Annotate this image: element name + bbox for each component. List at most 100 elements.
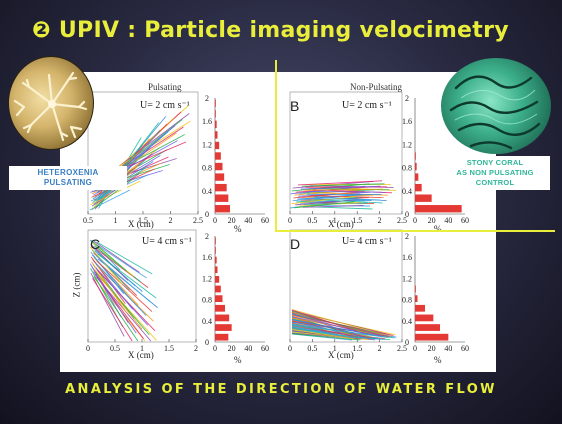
histogram-bar [215,314,230,322]
velocity-vector [291,323,389,339]
x-tick-label-3-0: 0 [288,344,292,353]
x-tick-label-2-2: 1 [140,344,144,353]
velocity-vector [291,319,384,338]
velocity-plots: 0.5 1 1.5 2 2.521.61.20.80.400 20 40 60 0 0.5 1 1.5… [83,91,469,353]
z-tick-label-0-2: 1.2 [202,140,212,149]
velocity-vector [95,243,147,279]
pct-tick-label-2-3: 60 [261,344,269,353]
histogram-bar [215,333,229,341]
histogram-bar [215,183,227,192]
panel-c-letter: C [90,236,101,252]
histogram-bar [415,314,434,322]
panel-d-speed: U= 4 cm s⁻¹ [342,236,392,247]
histogram-bar [215,247,216,254]
highlight-line-vertical [275,60,277,232]
x-tick-label-3-5: 2.5 [397,344,407,353]
velocity-frame-1 [289,91,403,215]
velocity-vector [309,197,381,201]
histogram-bar [215,131,218,139]
histogram-bar [215,173,225,181]
histogram-bar [215,141,220,150]
z-tick-label-2-4: 0.4 [202,317,212,326]
pct-label-b: % [434,224,442,234]
histogram-bar [415,295,418,303]
velocity-vector [310,195,385,199]
z-tick-label-0-3: 0.8 [202,164,212,173]
pct-tick-label-0-3: 60 [261,216,269,225]
highlight-line-horizontal [275,230,555,232]
velocity-vector [291,333,360,341]
velocity-vector [301,183,385,187]
velocity-vector [295,198,359,206]
pct-label-d: % [434,355,442,365]
histogram-bar [215,304,225,312]
velocity-vector [97,253,157,299]
z-tick-label-0-1: 1.6 [202,117,212,126]
velocity-vector [291,195,357,205]
stony-coral-photo [441,58,551,154]
z-tick-label-3-5: 0 [405,338,409,347]
x-tick-label-3-2: 1 [333,344,337,353]
velocity-vector [291,309,382,335]
stony-coral-label-line2: AS NON PULSATING [456,168,534,177]
x-tick-label-1-3: 1.5 [352,216,362,225]
x-tick-label-0-2: 1.5 [138,216,148,225]
slide-title: ❷ UPIV : Particle imaging velocimetry [32,18,509,43]
velocity-vector [92,278,133,342]
velocity-vector [297,180,383,186]
pct-tick-label-3-3: 60 [461,344,469,353]
column-title-pulsating: Pulsating [148,82,182,92]
heteroxenia-coral-photo [8,56,94,150]
x-tick-label-0-1: 1 [114,216,118,225]
stony-coral-label-line3: CONTROL [475,178,515,187]
histogram-bar [415,183,422,192]
z-tick-label-1-0: 2 [405,94,409,103]
x-axis-label-a: X (cm) [128,219,154,229]
x-tick-label-2-3: 1.5 [164,344,174,353]
velocity-vector [291,329,355,340]
velocity-vector [90,180,141,206]
x-tick-label-1-5: 2.5 [397,216,407,225]
z-tick-label-1-4: 0.4 [402,187,412,196]
x-tick-label-0-0: 0.5 [83,216,93,225]
x-tick-label-3-3: 1.5 [352,344,362,353]
z-tick-label-1-2: 1.2 [402,140,412,149]
histogram-bar [415,152,416,160]
z-tick-label-2-5: 0 [205,338,209,347]
velocity-vector [95,262,147,316]
velocity-vector [96,255,151,303]
z-tick-label-2-1: 1.6 [202,253,212,262]
velocity-vector [93,276,139,342]
velocity-vector [294,188,369,196]
pct-tick-label-0-0: 0 [213,216,217,225]
z-tick-label-0-5: 0 [205,210,209,219]
histogram-bar [215,152,221,160]
pct-tick-label-2-2: 40 [244,344,252,353]
z-tick-label-1-5: 0 [405,210,409,219]
velocity-vector [90,272,125,337]
slide-footer: ANALYSIS OF THE DIRECTION OF WATER FLOW [65,382,497,397]
panel-b-letter: B [290,98,300,114]
histogram-bar [215,162,223,171]
histogram-bar [415,324,440,331]
z-tick-label-1-1: 1.6 [402,117,412,126]
pct-tick-label-1-2: 40 [444,216,452,225]
pct-tick-label-1-1: 20 [428,216,436,225]
velocity-vector [302,204,364,208]
x-tick-label-0-4: 2.5 [193,216,203,225]
x-tick-label-2-1: 0.5 [110,344,120,353]
histogram-bar [415,162,417,171]
pct-tick-label-1-0: 0 [413,216,417,225]
histogram-bar [215,295,223,303]
velocity-vector [96,260,153,312]
histogram-bar [215,256,217,264]
histogram-bar [215,194,229,202]
x-tick-label-2-0: 0 [86,344,90,353]
velocity-vector [91,240,127,272]
z-tick-label-3-3: 0.8 [402,296,412,305]
velocity-vector [93,240,140,273]
stony-coral-label: STONY CORAL AS NON PULSATING CONTROL [440,156,550,190]
velocity-vector [94,269,143,330]
x-axis-label-d: X (cm) [328,350,354,360]
velocity-vector [292,193,361,202]
